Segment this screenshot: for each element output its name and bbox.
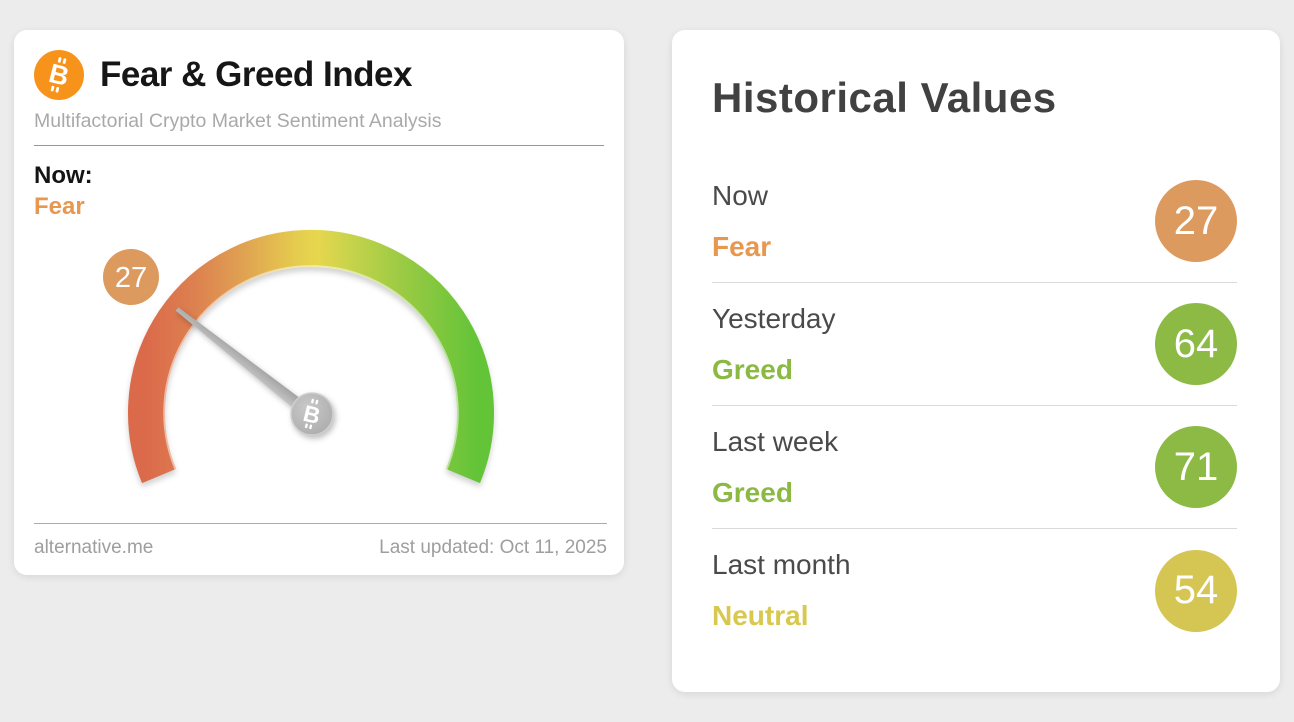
historical-row-last-week: Last week Greed 71 xyxy=(712,406,1237,529)
row-sentiment: Greed xyxy=(712,353,793,385)
fear-greed-gauge: B 27 xyxy=(103,229,494,484)
now-sentiment: Fear xyxy=(34,193,85,221)
svg-text:B: B xyxy=(301,400,323,429)
gauge-needle xyxy=(175,307,317,422)
row-sentiment: Fear xyxy=(712,230,772,262)
fear-greed-card: B Fear & Greed Index Multifactorial Cryp… xyxy=(14,30,624,575)
page-title: Fear & Greed Index xyxy=(100,55,412,94)
subtitle: Multifactorial Crypto Market Sentiment A… xyxy=(34,110,442,132)
now-label: Now: xyxy=(34,162,93,189)
last-updated: Last updated: Oct 11, 2025 xyxy=(379,537,607,558)
row-sentiment: Neutral xyxy=(712,600,809,631)
bitcoin-icon: B xyxy=(34,50,84,100)
card-footer: alternative.me Last updated: Oct 11, 202… xyxy=(34,523,607,559)
gauge-arc-inner-rim xyxy=(163,265,459,470)
row-label: Yesterday xyxy=(712,302,836,334)
bitcoin-hub-icon: B xyxy=(301,398,323,430)
fear-greed-header: B Fear & Greed Index Multifactorial Cryp… xyxy=(14,30,624,222)
gauge-arc xyxy=(128,229,494,484)
header-divider xyxy=(34,145,604,146)
historical-values-card: Historical Values Now Fear 27 Yesterday … xyxy=(672,30,1280,692)
historical-rows: Now Fear 27 Yesterday Greed 64 Last week… xyxy=(712,160,1237,652)
row-sentiment: Greed xyxy=(712,476,793,508)
gauge-hub: B xyxy=(290,392,334,436)
value-badge: 54 xyxy=(1155,549,1237,632)
row-label: Last month xyxy=(712,549,851,580)
gauge-value-badge: 27 xyxy=(103,249,159,305)
historical-title: Historical Values xyxy=(712,74,1057,121)
value-badge: 64 xyxy=(1155,303,1237,385)
value-badge: 27 xyxy=(1155,180,1237,262)
gauge-value-label: 27 xyxy=(115,262,147,294)
value-badge: 71 xyxy=(1155,426,1237,508)
historical-row-last-month: Last month Neutral 54 xyxy=(712,529,1237,652)
historical-row-now: Now Fear 27 xyxy=(712,160,1237,283)
source-link[interactable]: alternative.me xyxy=(34,537,154,558)
row-label: Last week xyxy=(712,425,839,457)
historical-row-yesterday: Yesterday Greed 64 xyxy=(712,283,1237,406)
row-label: Now xyxy=(712,179,769,211)
